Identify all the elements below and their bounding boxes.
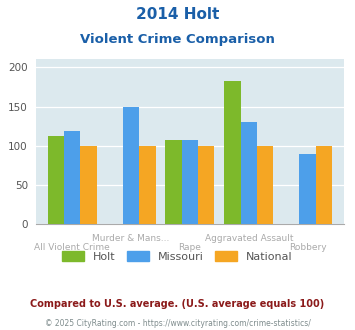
Text: Murder & Mans...: Murder & Mans... [92, 234, 170, 243]
Bar [224, 81, 241, 224]
Bar [139, 146, 155, 224]
Bar [257, 146, 273, 224]
Text: All Violent Crime: All Violent Crime [34, 244, 110, 252]
Text: Robbery: Robbery [289, 244, 326, 252]
Bar [316, 146, 332, 224]
Bar [81, 146, 97, 224]
Text: © 2025 CityRating.com - https://www.cityrating.com/crime-statistics/: © 2025 CityRating.com - https://www.city… [45, 319, 310, 328]
Text: 2014 Holt: 2014 Holt [136, 7, 219, 21]
Text: Compared to U.S. average. (U.S. average equals 100): Compared to U.S. average. (U.S. average … [31, 299, 324, 309]
Text: Aggravated Assault: Aggravated Assault [204, 234, 293, 243]
Text: Rape: Rape [179, 244, 201, 252]
Bar [198, 146, 214, 224]
Bar [299, 154, 316, 224]
Bar [182, 140, 198, 224]
Bar [165, 140, 182, 224]
Bar [64, 131, 81, 224]
Bar [123, 107, 139, 224]
Bar [48, 136, 64, 224]
Bar [241, 122, 257, 224]
Text: Violent Crime Comparison: Violent Crime Comparison [80, 33, 275, 46]
Legend: Holt, Missouri, National: Holt, Missouri, National [58, 247, 297, 267]
